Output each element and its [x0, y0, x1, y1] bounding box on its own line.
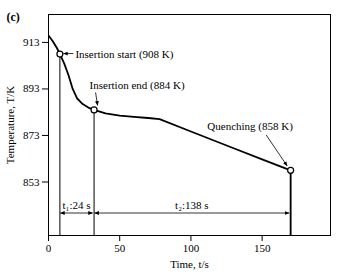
svg-text:Insertion end (884 K): Insertion end (884 K) — [90, 79, 185, 92]
svg-text:150: 150 — [254, 242, 271, 254]
svg-text:873: 873 — [23, 129, 40, 141]
svg-text:(c): (c) — [7, 10, 20, 24]
svg-text:50: 50 — [114, 242, 126, 254]
svg-text:Temperature, T/K: Temperature, T/K — [4, 86, 16, 164]
svg-text:Time, t/s: Time, t/s — [170, 258, 209, 270]
svg-text:Quenching (858 K): Quenching (858 K) — [207, 120, 293, 133]
svg-text:100: 100 — [183, 242, 200, 254]
svg-text:Insertion start (908 K): Insertion start (908 K) — [75, 48, 173, 61]
svg-text:0: 0 — [46, 242, 52, 254]
svg-text:t₂:138 s: t₂:138 s — [175, 199, 208, 211]
svg-text:853: 853 — [23, 176, 40, 188]
svg-text:893: 893 — [23, 82, 40, 94]
svg-text:t₁:24 s: t₁:24 s — [62, 199, 90, 211]
svg-text:913: 913 — [23, 36, 40, 48]
